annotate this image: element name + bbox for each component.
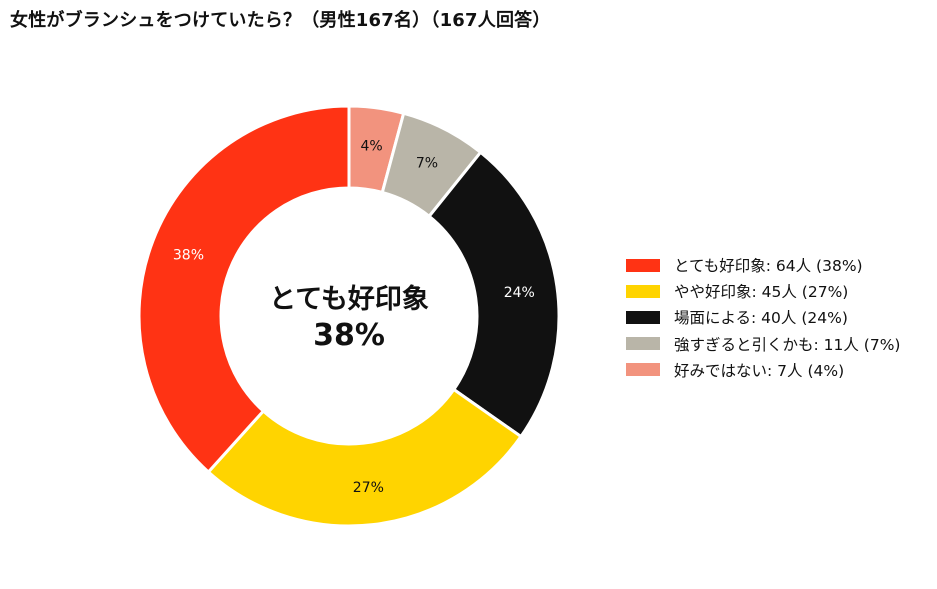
legend-item: 場面による: 40人 (24%) [626,304,900,330]
legend-label: 場面による: 40人 (24%) [674,309,848,328]
donut-slice [137,104,351,475]
legend-swatch [626,310,660,324]
chart-title: 女性がブランシュをつけていたら？（男性167名）（167人回答） [10,10,551,31]
legend-label: 強すぎると引くかも: 11人 (7%) [674,335,901,354]
legend-swatch [626,258,660,272]
slice-percent-label: 24% [504,285,535,301]
legend-label: とても好印象: 64人 (38%) [674,257,863,276]
donut-slices [137,104,561,528]
slice-percent-label: 38% [173,247,204,263]
slice-percent-label: 4% [360,138,382,154]
slice-percent-label: 27% [353,480,384,496]
legend-item: とても好印象: 64人 (38%) [626,252,900,278]
legend-item: 強すぎると引くかも: 11人 (7%) [626,331,900,357]
donut-slice-labels: 4% 7% 24% 27% 38% [173,138,535,495]
center-label-title: とても好印象 [269,283,429,315]
legend-item: 好みではない: 7人 (4%) [626,357,900,383]
legend-swatch [626,284,660,298]
donut-slice [206,387,524,528]
slice-percent-label: 7% [416,156,438,172]
center-label-value: 38% [313,318,385,353]
legend-item: やや好印象: 45人 (27%) [626,278,900,304]
legend-label: 好みではない: 7人 (4%) [674,361,845,380]
legend-swatch [626,363,660,377]
chart-legend: とても好印象: 64人 (38%) やや好印象: 45人 (27%) 場面による: … [626,252,900,383]
donut-slice [427,150,561,439]
legend-swatch [626,337,660,351]
legend-label: やや好印象: 45人 (27%) [674,283,849,302]
